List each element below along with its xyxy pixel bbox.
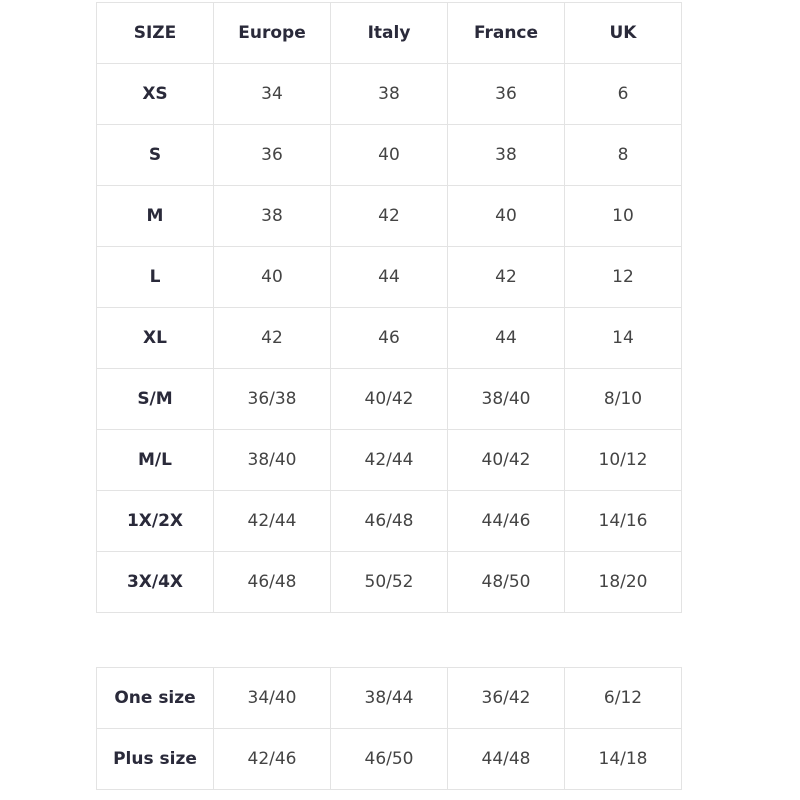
- size-value-cell: 46: [330, 307, 448, 369]
- size-value-cell: 48/50: [447, 551, 565, 613]
- size-value-cell: 38/44: [330, 667, 448, 729]
- size-value-cell: 40: [330, 124, 448, 186]
- header-row: SIZE Europe Italy France UK: [96, 2, 682, 64]
- size-value-cell: 6/12: [564, 667, 682, 729]
- table-row: S 36 40 38 8: [96, 124, 682, 186]
- size-value-cell: 38: [330, 63, 448, 125]
- size-value-cell: 40/42: [447, 429, 565, 491]
- table-row: M/L 38/40 42/44 40/42 10/12: [96, 429, 682, 491]
- size-value-cell: 34: [213, 63, 331, 125]
- size-value-cell: 6: [564, 63, 682, 125]
- table-row: 1X/2X 42/44 46/48 44/46 14/16: [96, 490, 682, 552]
- table-row: XS 34 38 36 6: [96, 63, 682, 125]
- size-value-cell: 36: [213, 124, 331, 186]
- table-row: 3X/4X 46/48 50/52 48/50 18/20: [96, 551, 682, 613]
- size-value-cell: 12: [564, 246, 682, 308]
- size-label-cell: 1X/2X: [96, 490, 214, 552]
- size-value-cell: 38/40: [447, 368, 565, 430]
- size-label-cell: S: [96, 124, 214, 186]
- size-value-cell: 42: [447, 246, 565, 308]
- size-value-cell: 14/18: [564, 728, 682, 790]
- one-plus-size-table: One size 34/40 38/44 36/42 6/12 Plus size 42/4…: [96, 667, 682, 790]
- size-value-cell: 46/48: [213, 551, 331, 613]
- table-row: One size 34/40 38/44 36/42 6/12: [96, 667, 682, 729]
- size-label-cell: M: [96, 185, 214, 247]
- size-label-cell: One size: [96, 667, 214, 729]
- table-row: M 38 42 40 10: [96, 185, 682, 247]
- size-value-cell: 36/42: [447, 667, 565, 729]
- table-row: L 40 44 42 12: [96, 246, 682, 308]
- column-header: UK: [564, 2, 682, 64]
- size-value-cell: 42/46: [213, 728, 331, 790]
- size-value-cell: 44/46: [447, 490, 565, 552]
- column-header: Europe: [213, 2, 331, 64]
- size-label-cell: S/M: [96, 368, 214, 430]
- table-row: XL 42 46 44 14: [96, 307, 682, 369]
- size-value-cell: 46/50: [330, 728, 448, 790]
- size-value-cell: 42: [213, 307, 331, 369]
- size-value-cell: 42/44: [213, 490, 331, 552]
- size-label-cell: 3X/4X: [96, 551, 214, 613]
- size-value-cell: 40: [213, 246, 331, 308]
- size-value-cell: 46/48: [330, 490, 448, 552]
- size-label-cell: XL: [96, 307, 214, 369]
- size-label-cell: Plus size: [96, 728, 214, 790]
- size-value-cell: 38/40: [213, 429, 331, 491]
- size-value-cell: 14: [564, 307, 682, 369]
- size-value-cell: 44: [330, 246, 448, 308]
- size-value-cell: 10: [564, 185, 682, 247]
- size-value-cell: 36/38: [213, 368, 331, 430]
- size-value-cell: 50/52: [330, 551, 448, 613]
- size-value-cell: 34/40: [213, 667, 331, 729]
- size-value-cell: 38: [447, 124, 565, 186]
- size-value-cell: 10/12: [564, 429, 682, 491]
- size-value-cell: 8/10: [564, 368, 682, 430]
- column-header: France: [447, 2, 565, 64]
- size-value-cell: 40: [447, 185, 565, 247]
- size-value-cell: 44: [447, 307, 565, 369]
- size-value-cell: 18/20: [564, 551, 682, 613]
- size-value-cell: 38: [213, 185, 331, 247]
- size-value-cell: 42/44: [330, 429, 448, 491]
- size-label-cell: M/L: [96, 429, 214, 491]
- table-row: S/M 36/38 40/42 38/40 8/10: [96, 368, 682, 430]
- size-value-cell: 40/42: [330, 368, 448, 430]
- table-row: Plus size 42/46 46/50 44/48 14/18: [96, 728, 682, 790]
- size-value-cell: 14/16: [564, 490, 682, 552]
- size-value-cell: 36: [447, 63, 565, 125]
- size-label-cell: XS: [96, 63, 214, 125]
- size-value-cell: 8: [564, 124, 682, 186]
- size-value-cell: 44/48: [447, 728, 565, 790]
- column-header: Italy: [330, 2, 448, 64]
- size-chart-table: SIZE Europe Italy France UK XS 34 38 36 6 S 36 40 38 8…: [96, 2, 682, 613]
- size-value-cell: 42: [330, 185, 448, 247]
- size-label-cell: L: [96, 246, 214, 308]
- column-header: SIZE: [96, 2, 214, 64]
